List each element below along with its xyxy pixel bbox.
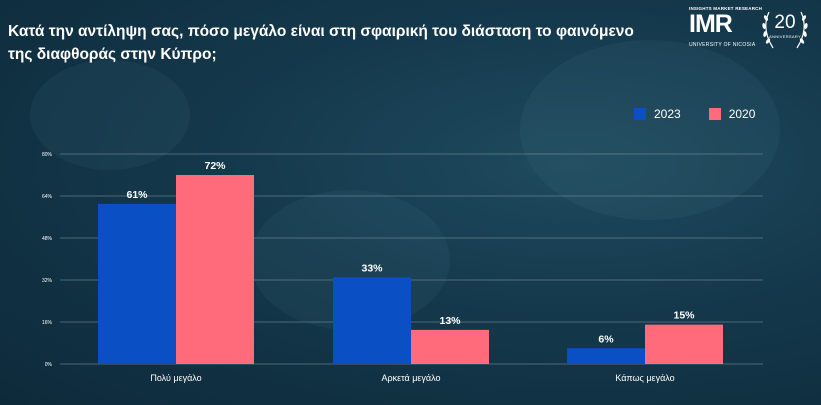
- legend-item-2020: 2020: [708, 107, 756, 121]
- bar-2023: [567, 348, 645, 364]
- data-label: 61%: [126, 189, 148, 201]
- legend-swatch-2023: [634, 108, 646, 120]
- bar-chart: 0% 16% 32% 48% 64% 80% 61% 72% Πολύ μεγάλο 33% 13%…: [42, 152, 763, 383]
- company-logo: INSIGHTS MARKET RESEARCH IMR UNIVERSITY …: [689, 6, 814, 50]
- bar-2020: [411, 329, 489, 364]
- logo-tagline: INSIGHTS MARKET RESEARCH: [689, 6, 763, 11]
- data-label: 33%: [361, 262, 383, 274]
- anniversary-badge: 20 ANNIVERSARY: [759, 4, 811, 54]
- background-leaf: [520, 40, 780, 220]
- chart-legend: 2023 2020: [634, 107, 755, 121]
- page-title: Κατά την αντίληψη σας, πόσο μεγάλο είναι…: [8, 23, 634, 63]
- x-category-label: Αρκετά μεγάλο: [381, 373, 440, 383]
- bar-2023: [98, 203, 176, 364]
- legend-label-2020: 2020: [728, 107, 756, 121]
- legend-item-2023: 2023: [634, 107, 681, 121]
- bar-2023: [333, 277, 411, 364]
- bar-2020: [176, 175, 254, 364]
- x-category-label: Πολύ μεγάλο: [150, 373, 201, 383]
- y-tick-label: 48%: [42, 236, 53, 242]
- y-tick-label: 16%: [42, 320, 53, 326]
- data-label: 6%: [598, 333, 614, 345]
- y-tick-label: 80%: [42, 152, 53, 158]
- laurel-icon: [762, 11, 808, 49]
- badge-subtitle: ANNIVERSARY: [769, 34, 801, 39]
- badge-number: 20: [774, 12, 796, 33]
- y-tick-label: 32%: [42, 278, 53, 284]
- data-label: 72%: [204, 160, 226, 172]
- y-tick-label: 0%: [45, 362, 53, 368]
- logo-mark: IMR: [689, 10, 733, 38]
- y-tick-label: 64%: [42, 194, 53, 200]
- logo-university: UNIVERSITY OF NICOSIA: [689, 42, 756, 48]
- data-label: 13%: [439, 315, 461, 327]
- legend-swatch-2020: [708, 108, 721, 120]
- x-category-label: Κάπως μεγάλο: [615, 373, 674, 383]
- legend-label-2023: 2023: [654, 107, 681, 121]
- bar-2020: [645, 324, 723, 364]
- background-leaf: [30, 60, 190, 170]
- data-label: 15%: [673, 310, 695, 322]
